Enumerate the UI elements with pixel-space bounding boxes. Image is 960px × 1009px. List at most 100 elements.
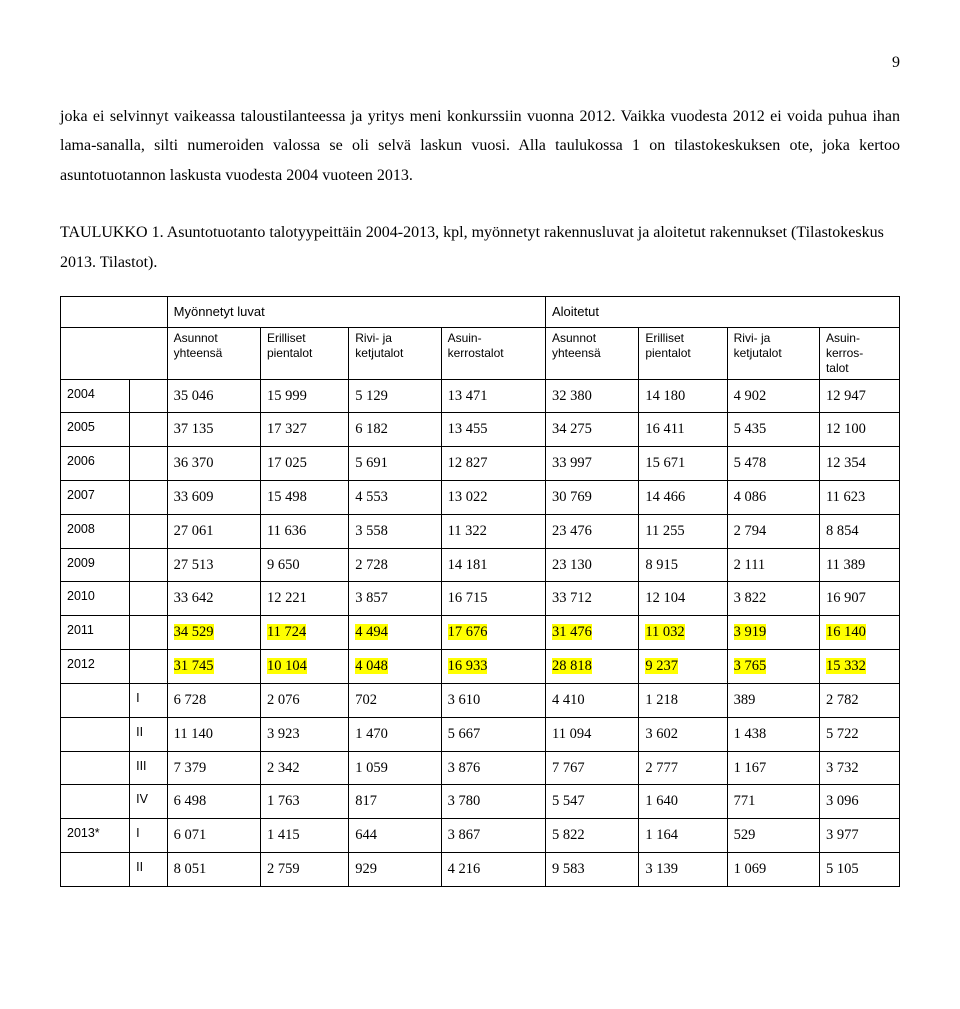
data-cell: 5 547 — [546, 785, 639, 819]
data-cell: 8 915 — [639, 548, 727, 582]
data-cell: 5 822 — [546, 819, 639, 853]
data-cell: 6 182 — [349, 413, 441, 447]
subheader: Erillisetpientalot — [260, 327, 348, 379]
data-cell: 3 096 — [819, 785, 899, 819]
data-cell: 13 471 — [441, 379, 545, 413]
data-cell: 15 332 — [819, 650, 899, 684]
year-cell: 2006 — [61, 447, 130, 481]
data-cell: 6 728 — [167, 683, 260, 717]
data-cell: 11 623 — [819, 481, 899, 515]
data-cell: 16 907 — [819, 582, 899, 616]
data-cell: 3 780 — [441, 785, 545, 819]
data-cell: 31 745 — [167, 650, 260, 684]
year-cell: 2007 — [61, 481, 130, 515]
data-cell: 3 977 — [819, 819, 899, 853]
data-cell: 12 104 — [639, 582, 727, 616]
data-cell: 2 076 — [260, 683, 348, 717]
data-cell: 9 583 — [546, 852, 639, 886]
data-cell: 702 — [349, 683, 441, 717]
data-cell: 15 999 — [260, 379, 348, 413]
data-cell: 23 130 — [546, 548, 639, 582]
table-row: II8 0512 7599294 2169 5833 1391 0695 105 — [61, 852, 900, 886]
quarter-cell: IV — [130, 785, 168, 819]
subheader: Asuin-kerrostalot — [441, 327, 545, 379]
data-cell: 15 671 — [639, 447, 727, 481]
data-cell: 33 609 — [167, 481, 260, 515]
data-cell: 7 767 — [546, 751, 639, 785]
data-cell: 1 438 — [727, 717, 819, 751]
subheader: Asunnotyhteensä — [546, 327, 639, 379]
data-cell: 5 667 — [441, 717, 545, 751]
data-cell: 15 498 — [260, 481, 348, 515]
quarter-cell — [130, 481, 168, 515]
data-cell: 30 769 — [546, 481, 639, 515]
data-cell: 389 — [727, 683, 819, 717]
year-cell — [61, 852, 130, 886]
data-cell: 33 642 — [167, 582, 260, 616]
table-row: 200435 04615 9995 12913 47132 38014 1804… — [61, 379, 900, 413]
data-cell: 3 876 — [441, 751, 545, 785]
subheader: Asunnotyhteensä — [167, 327, 260, 379]
data-cell: 3 602 — [639, 717, 727, 751]
data-cell: 2 794 — [727, 514, 819, 548]
data-cell: 17 025 — [260, 447, 348, 481]
data-cell: 8 854 — [819, 514, 899, 548]
data-cell: 2 777 — [639, 751, 727, 785]
year-cell: 2012 — [61, 650, 130, 684]
data-cell: 2 111 — [727, 548, 819, 582]
subheader: Erillisetpientalot — [639, 327, 727, 379]
year-cell — [61, 683, 130, 717]
data-cell: 3 558 — [349, 514, 441, 548]
quarter-cell — [130, 650, 168, 684]
data-cell: 1 164 — [639, 819, 727, 853]
table-row: 200733 60915 4984 55313 02230 76914 4664… — [61, 481, 900, 515]
data-table: Myönnetyt luvat Aloitetut Asunnotyhteens… — [60, 296, 900, 887]
data-cell: 35 046 — [167, 379, 260, 413]
data-cell: 27 513 — [167, 548, 260, 582]
group-header-myonnetyt: Myönnetyt luvat — [167, 296, 545, 327]
table-row: 2013*I6 0711 4156443 8675 8221 1645293 9… — [61, 819, 900, 853]
data-cell: 16 411 — [639, 413, 727, 447]
data-cell: 17 676 — [441, 616, 545, 650]
table-header-groups: Myönnetyt luvat Aloitetut — [61, 296, 900, 327]
data-cell: 1 640 — [639, 785, 727, 819]
data-cell: 4 553 — [349, 481, 441, 515]
data-cell: 13 022 — [441, 481, 545, 515]
data-cell: 3 765 — [727, 650, 819, 684]
table-header-sub: Asunnotyhteensä Erillisetpientalot Rivi-… — [61, 327, 900, 379]
data-cell: 1 763 — [260, 785, 348, 819]
data-cell: 7 379 — [167, 751, 260, 785]
data-cell: 2 728 — [349, 548, 441, 582]
data-cell: 16 140 — [819, 616, 899, 650]
data-cell: 3 857 — [349, 582, 441, 616]
table-row: 200827 06111 6363 55811 32223 47611 2552… — [61, 514, 900, 548]
data-cell: 3 139 — [639, 852, 727, 886]
data-cell: 3 867 — [441, 819, 545, 853]
data-cell: 12 354 — [819, 447, 899, 481]
data-cell: 36 370 — [167, 447, 260, 481]
table-row: I6 7282 0767023 6104 4101 2183892 782 — [61, 683, 900, 717]
data-cell: 11 140 — [167, 717, 260, 751]
data-cell: 34 275 — [546, 413, 639, 447]
subheader: Asuin-kerros-talot — [819, 327, 899, 379]
data-cell: 9 650 — [260, 548, 348, 582]
year-cell: 2011 — [61, 616, 130, 650]
year-cell: 2009 — [61, 548, 130, 582]
quarter-cell — [130, 616, 168, 650]
data-cell: 28 818 — [546, 650, 639, 684]
year-cell — [61, 785, 130, 819]
data-cell: 5 478 — [727, 447, 819, 481]
data-cell: 5 105 — [819, 852, 899, 886]
year-cell: 2013* — [61, 819, 130, 853]
data-cell: 1 470 — [349, 717, 441, 751]
data-cell: 4 086 — [727, 481, 819, 515]
data-cell: 771 — [727, 785, 819, 819]
data-cell: 1 069 — [727, 852, 819, 886]
data-cell: 11 724 — [260, 616, 348, 650]
table-row: 201134 52911 7244 49417 67631 47611 0323… — [61, 616, 900, 650]
data-cell: 4 216 — [441, 852, 545, 886]
data-cell: 11 322 — [441, 514, 545, 548]
quarter-cell — [130, 582, 168, 616]
page-number: 9 — [60, 48, 900, 78]
year-cell: 2004 — [61, 379, 130, 413]
